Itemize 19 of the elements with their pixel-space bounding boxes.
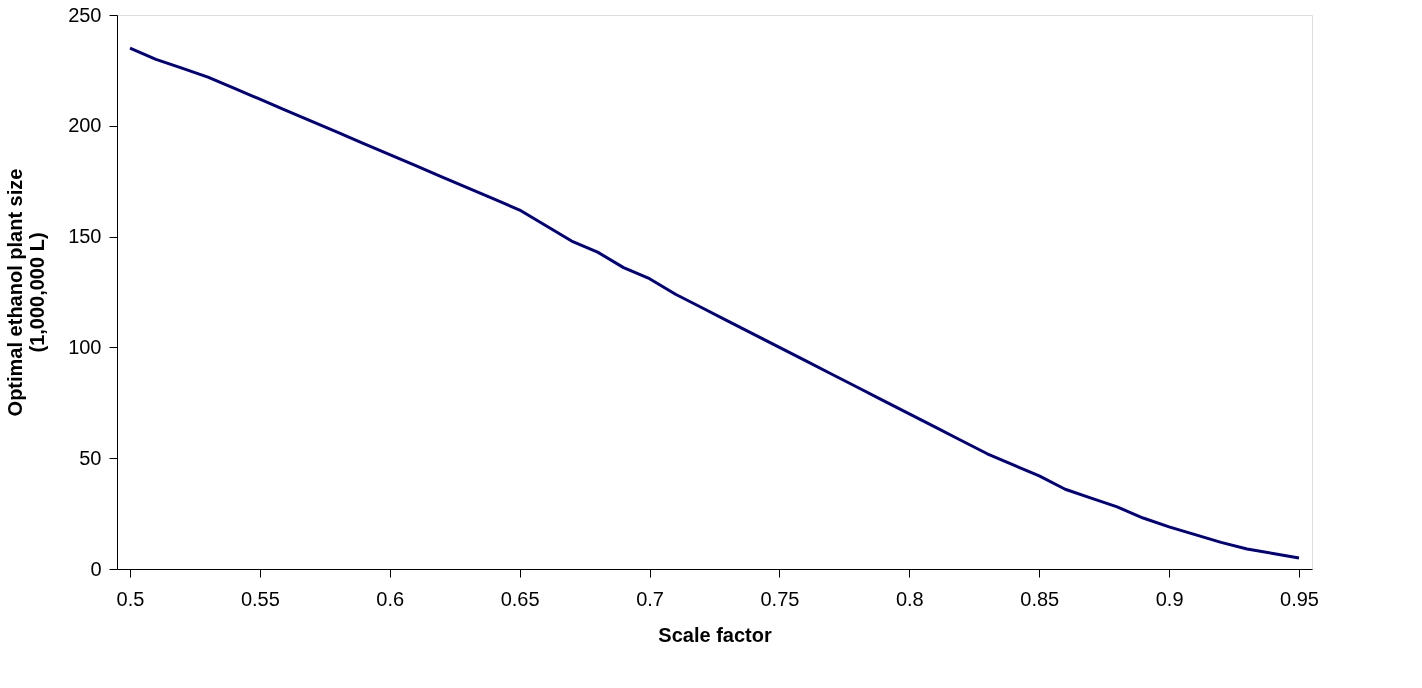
- x-tick-label: 0.95: [1280, 587, 1319, 610]
- y-tick-label: 200: [68, 114, 102, 137]
- x-tick-label: 0.75: [760, 587, 800, 610]
- x-tick-label: 0.8: [895, 587, 924, 610]
- y-tick-label: 100: [68, 335, 102, 358]
- x-tick-label: 0.85: [1020, 587, 1060, 610]
- x-tick-label: 0.5: [116, 587, 145, 610]
- x-tick-label: 0.6: [376, 587, 405, 610]
- x-tick-label: 0.9: [1155, 587, 1184, 610]
- y-axis-title: Optimal ethanol plant size (1,000,000 L): [4, 168, 49, 417]
- y-tick-label: 150: [68, 225, 102, 248]
- y-tick-label: 50: [79, 446, 102, 469]
- x-tick-label: 0.55: [240, 587, 280, 610]
- x-tick-label: 0.65: [500, 587, 540, 610]
- x-axis-title: Scale factor: [658, 623, 772, 646]
- line-series: [128, 46, 1301, 560]
- y-tick-label: 0: [90, 557, 102, 580]
- y-tick-label: 250: [68, 3, 102, 26]
- x-tick-label: 0.7: [636, 587, 664, 610]
